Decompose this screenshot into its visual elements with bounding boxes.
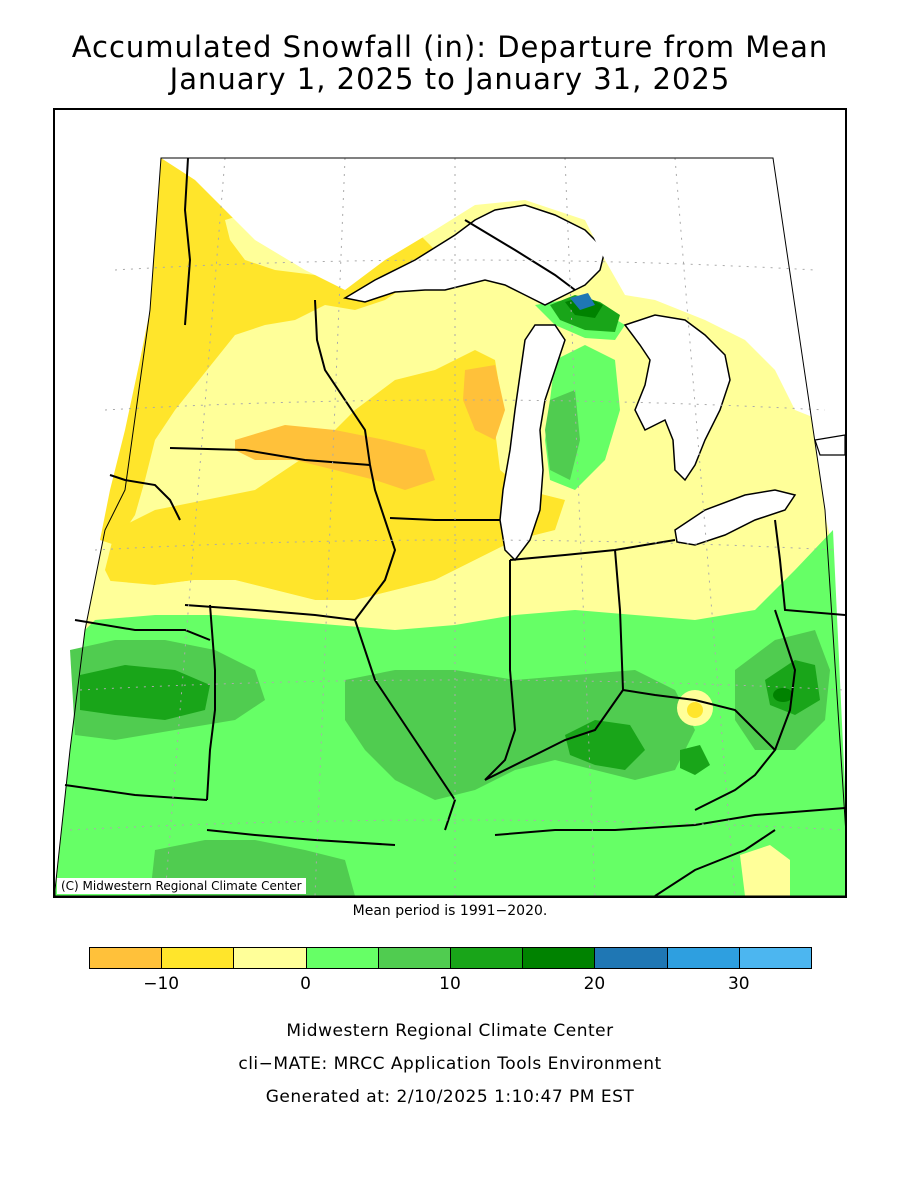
legend-swatch — [594, 947, 668, 969]
border-nd-mn — [183, 157, 192, 326]
border-ia-mo — [184, 604, 356, 621]
contour-minus10-to-minus5-ohio — [687, 702, 703, 718]
border-ok-ks — [64, 784, 208, 801]
border-ks-mo — [206, 604, 216, 801]
border-oh-wv — [622, 689, 777, 811]
mean-period-note: Mean period is 1991−2020. — [352, 903, 548, 919]
legend-swatch — [233, 947, 307, 969]
border-ia-il — [354, 464, 397, 621]
legend-swatch — [89, 947, 163, 969]
border-mo-ar — [206, 829, 396, 846]
border-mi-up — [464, 219, 576, 291]
map-frame: (C) Midwestern Regional Climate Center — [53, 108, 847, 898]
contour-10-to-15-ky2 — [680, 745, 710, 775]
graticule — [69, 157, 845, 896]
border-il-in — [484, 560, 517, 781]
map-title: Accumulated Snowfall (in): Departure fro… — [71, 30, 829, 64]
border-wv-va — [774, 609, 797, 751]
contour-minus10-to-minus5-central — [105, 350, 565, 600]
legend-tick-label: 20 — [583, 974, 606, 994]
footer-organization: Midwestern Regional Climate Center — [286, 1021, 614, 1041]
color-legend — [89, 947, 812, 969]
map-domain-outline — [55, 157, 845, 896]
footer-generated-time: Generated at: 2/10/2025 1:10:47 PM EST — [265, 1087, 635, 1107]
legend-swatch — [522, 947, 596, 969]
legend-swatch — [666, 947, 740, 969]
contour-minus15-to-minus10-patch — [235, 425, 435, 490]
legend-tick-label: 0 — [300, 974, 311, 994]
border-pa-oh — [774, 519, 845, 616]
legend-tick-label: 10 — [439, 974, 461, 994]
canada-area — [161, 110, 845, 430]
legend-swatch — [161, 947, 235, 969]
legend-swatch — [305, 947, 379, 969]
border-mn-wi — [314, 299, 371, 466]
snowfall-departure-map — [55, 110, 845, 896]
lake-huron — [623, 314, 731, 482]
border-mo-il — [354, 619, 457, 831]
footer-tool-name: cli−MATE: MRCC Application Tools Environ… — [238, 1054, 662, 1074]
legend-tick-label: −10 — [143, 974, 180, 994]
lake-erie — [674, 489, 797, 546]
contour-20-to-25-up — [570, 293, 595, 310]
contour-minus5-to-0-dot — [363, 316, 391, 344]
border-in-ky — [484, 689, 624, 781]
legend-swatch — [377, 947, 451, 969]
border-ky-tn — [494, 807, 845, 836]
map-subtitle-date-range: January 1, 2025 to January 31, 2025 — [169, 62, 731, 96]
border-wi-il — [389, 517, 500, 521]
contour-5-to-10-michigan — [545, 390, 580, 480]
border-tn-south — [654, 829, 776, 896]
legend-swatch — [450, 947, 524, 969]
border-in-oh — [614, 549, 624, 691]
lake-ontario — [814, 434, 845, 456]
border-mn-south — [169, 447, 371, 466]
lake-superior — [342, 204, 606, 306]
lake-michigan — [499, 324, 566, 562]
contour-10-to-15-west — [80, 665, 210, 720]
contour-minus15-to-minus10-patch-2 — [463, 365, 505, 440]
map-credit: (C) Midwestern Regional Climate Center — [57, 878, 306, 894]
contour-minus5-to-0-se — [740, 845, 790, 896]
legend-tick-label: 30 — [727, 974, 750, 994]
border-sd-ne — [109, 474, 181, 521]
border-mi-in-oh — [509, 539, 676, 561]
legend-swatch — [738, 947, 812, 969]
contour-15-to-20-spot — [773, 688, 793, 702]
state-boundaries — [64, 157, 845, 896]
border-ks-ne — [74, 619, 211, 641]
